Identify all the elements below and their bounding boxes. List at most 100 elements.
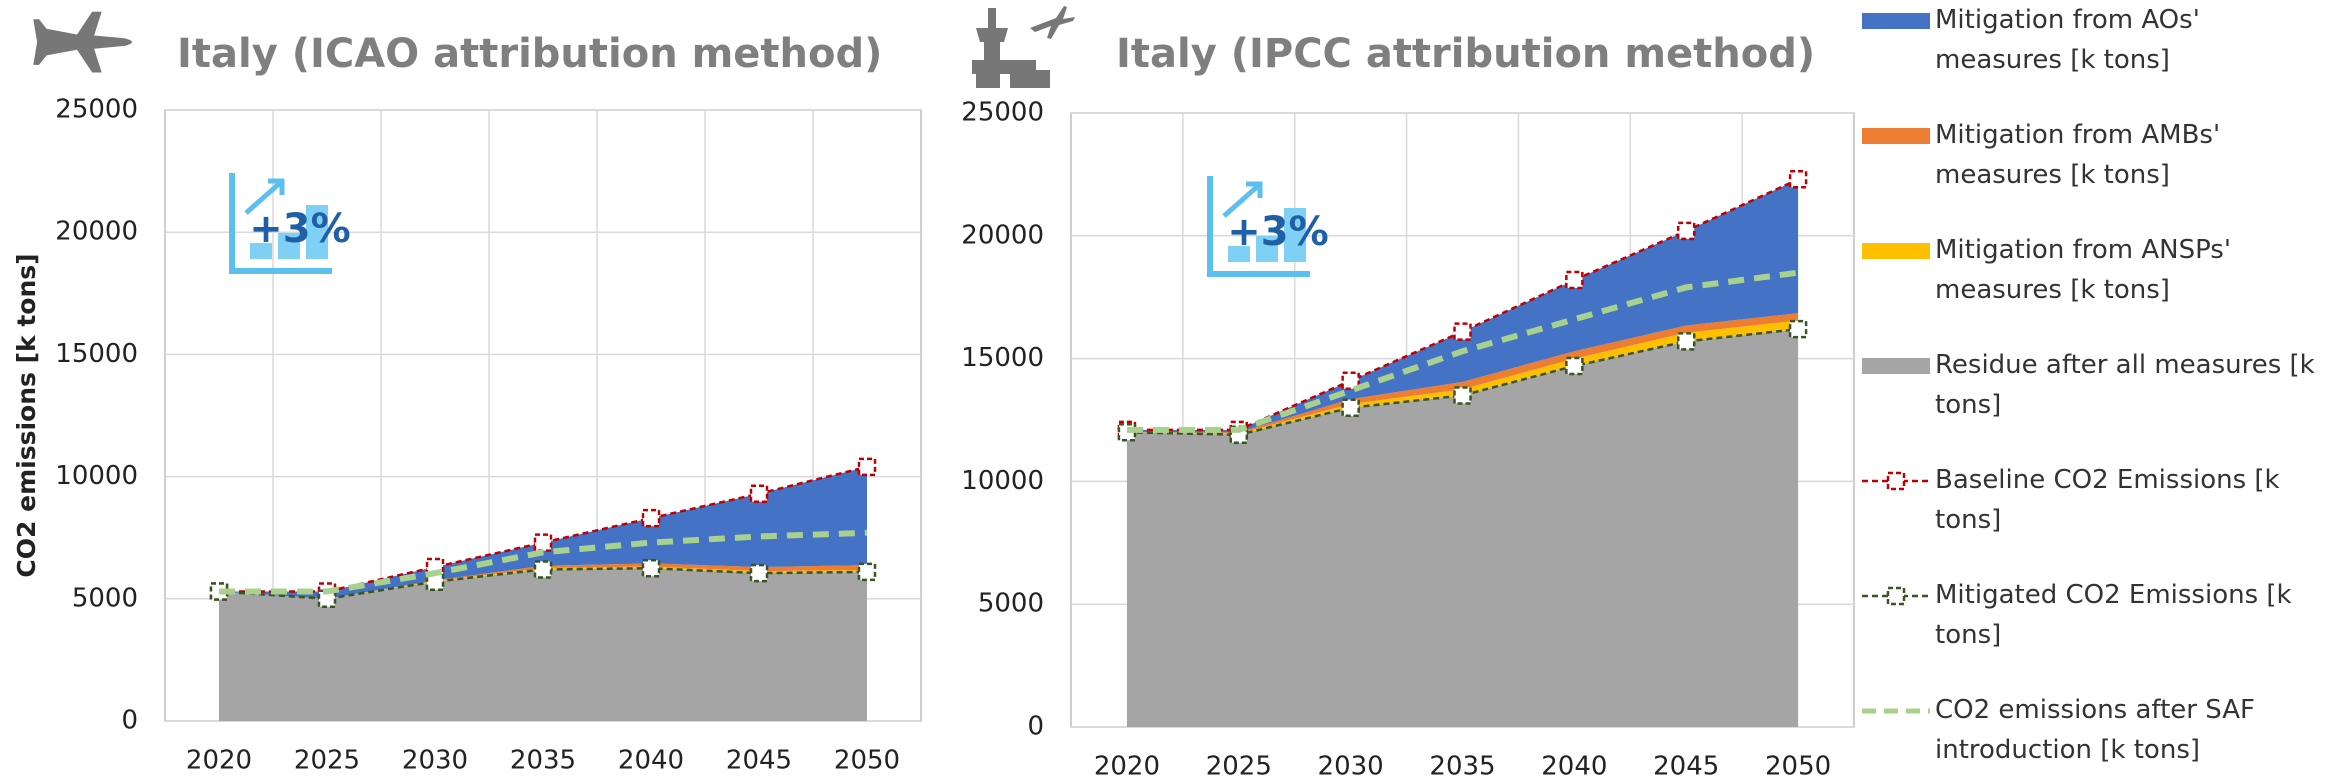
x-tick-label: 2020 [1094, 752, 1160, 777]
airplane-icon [33, 11, 133, 73]
x-tick-label: 2025 [1206, 752, 1272, 777]
legend-label: CO2 emissions after SAF introduction [k … [1935, 695, 2255, 765]
y-axis-label: CO2 emissions [k tons] [12, 253, 41, 577]
marker [1565, 356, 1584, 376]
charts: Italy (ICAO attribution method) CO2 emiss… [12, 6, 1855, 777]
x-tick-label: 2045 [726, 746, 792, 776]
legend-item: Mitigation from ANSPs' measures [k tons] [1860, 230, 2328, 305]
badge-frame [229, 173, 332, 274]
badge-bar [1284, 208, 1306, 262]
legend-symbol [1862, 128, 1930, 144]
y-tick-label: 5000 [72, 583, 138, 613]
y-tick-label: 10000 [55, 461, 138, 491]
x-tick-label: 2020 [186, 746, 252, 776]
marker [857, 457, 877, 477]
badge-bar [306, 205, 328, 259]
saf-line [219, 529, 868, 595]
x-tick-label: 2030 [402, 746, 468, 776]
marker [1453, 322, 1472, 341]
y-tick-label: 20000 [961, 220, 1044, 250]
chart-title: Italy (IPCC attribution method) [1116, 31, 1815, 77]
legend-symbol [1862, 13, 1930, 29]
y-tick-label: 0 [1027, 712, 1044, 742]
x-tick-label: 2040 [1541, 752, 1607, 777]
marker [1676, 221, 1696, 241]
x-tick-label: 2040 [618, 746, 684, 776]
area-2 [1126, 320, 1799, 435]
badge-bar [1228, 246, 1250, 262]
badge-bar [250, 243, 272, 259]
legend-swatch [1862, 128, 1930, 144]
marker [1788, 319, 1808, 339]
marker [1788, 170, 1808, 189]
area-0 [219, 466, 867, 599]
badge-label: +3% [1227, 209, 1328, 255]
area-1 [219, 563, 867, 599]
legend-label: Mitigation from ANSPs' measures [k tons] [1935, 235, 2232, 305]
legend-item: Baseline CO2 Emissions [k tons] [1860, 460, 2328, 535]
badge-bar [278, 233, 300, 259]
area-3 [1126, 329, 1799, 727]
x-tick-label: 2050 [1765, 752, 1831, 777]
growth-badge: +3% [229, 173, 351, 274]
growth-badge: +3% [1207, 176, 1329, 277]
badge-label: +3% [249, 206, 350, 252]
legend-label: Baseline CO2 Emissions [k tons] [1935, 465, 2280, 535]
y-tick-label: 25000 [55, 95, 138, 125]
y-tick-label: 10000 [961, 466, 1044, 496]
y-tick-label: 15000 [55, 339, 138, 369]
marker [1676, 332, 1696, 351]
x-tick-label: 2030 [1318, 752, 1384, 777]
legend-item: CO2 emissions after SAF introduction [k … [1860, 690, 2328, 765]
marker [1341, 398, 1360, 417]
marker [641, 508, 661, 528]
y-tick-label: 0 [121, 706, 138, 736]
legend-swatch [1862, 586, 1930, 606]
legend-symbol [1862, 243, 1930, 259]
legend-swatch [1862, 708, 1930, 714]
area-3 [219, 568, 867, 721]
legend-label: Mitigation from AMBs' measures [k tons] [1935, 120, 2221, 190]
area-1 [1126, 313, 1799, 434]
marker [641, 559, 661, 578]
badge-arrow [244, 178, 285, 215]
badge-bar [1256, 236, 1278, 262]
airport-icon [972, 6, 1075, 88]
chart-title: Italy (ICAO attribution method) [177, 31, 882, 77]
legend-label: Residue after all measures [k tons] [1935, 350, 2315, 420]
legend-label: Mitigated CO2 Emissions [k tons] [1935, 580, 2292, 650]
marker [857, 562, 877, 582]
x-tick-label: 2050 [834, 746, 900, 776]
marker [1453, 386, 1472, 405]
legend-symbol [1862, 358, 1930, 374]
legend-item: Residue after all measures [k tons] [1860, 345, 2328, 420]
marker [749, 484, 769, 503]
x-tick-label: 2025 [294, 746, 360, 776]
legend-swatch [1862, 243, 1930, 259]
legend-item: Mitigation from AMBs' measures [k tons] [1860, 115, 2328, 190]
y-tick-label: 5000 [978, 589, 1044, 619]
area-0 [1126, 179, 1799, 433]
badge-arrow [1222, 181, 1263, 218]
legend-label: Mitigation from AOs' measures [k tons] [1935, 5, 2200, 75]
legend-symbol [1886, 471, 1906, 491]
legend-symbol [1886, 586, 1906, 606]
badge-frame [1207, 176, 1310, 277]
legend-item: Mitigated CO2 Emissions [k tons] [1860, 575, 2328, 650]
legend-item: Mitigation from AOs' measures [k tons] [1860, 0, 2328, 75]
x-tick-label: 2045 [1653, 752, 1719, 777]
legend-swatch [1862, 358, 1930, 374]
y-tick-label: 15000 [961, 343, 1044, 373]
marker [533, 560, 553, 579]
marker [533, 533, 553, 552]
marker [1565, 270, 1584, 290]
legend-swatch [1862, 13, 1930, 29]
x-tick-label: 2035 [1429, 752, 1495, 777]
x-tick-label: 2035 [510, 746, 576, 776]
y-tick-label: 25000 [961, 98, 1044, 128]
marker [1341, 371, 1360, 390]
saf-line [1126, 269, 1799, 433]
legend-swatch [1862, 471, 1930, 491]
y-tick-label: 20000 [55, 217, 138, 247]
